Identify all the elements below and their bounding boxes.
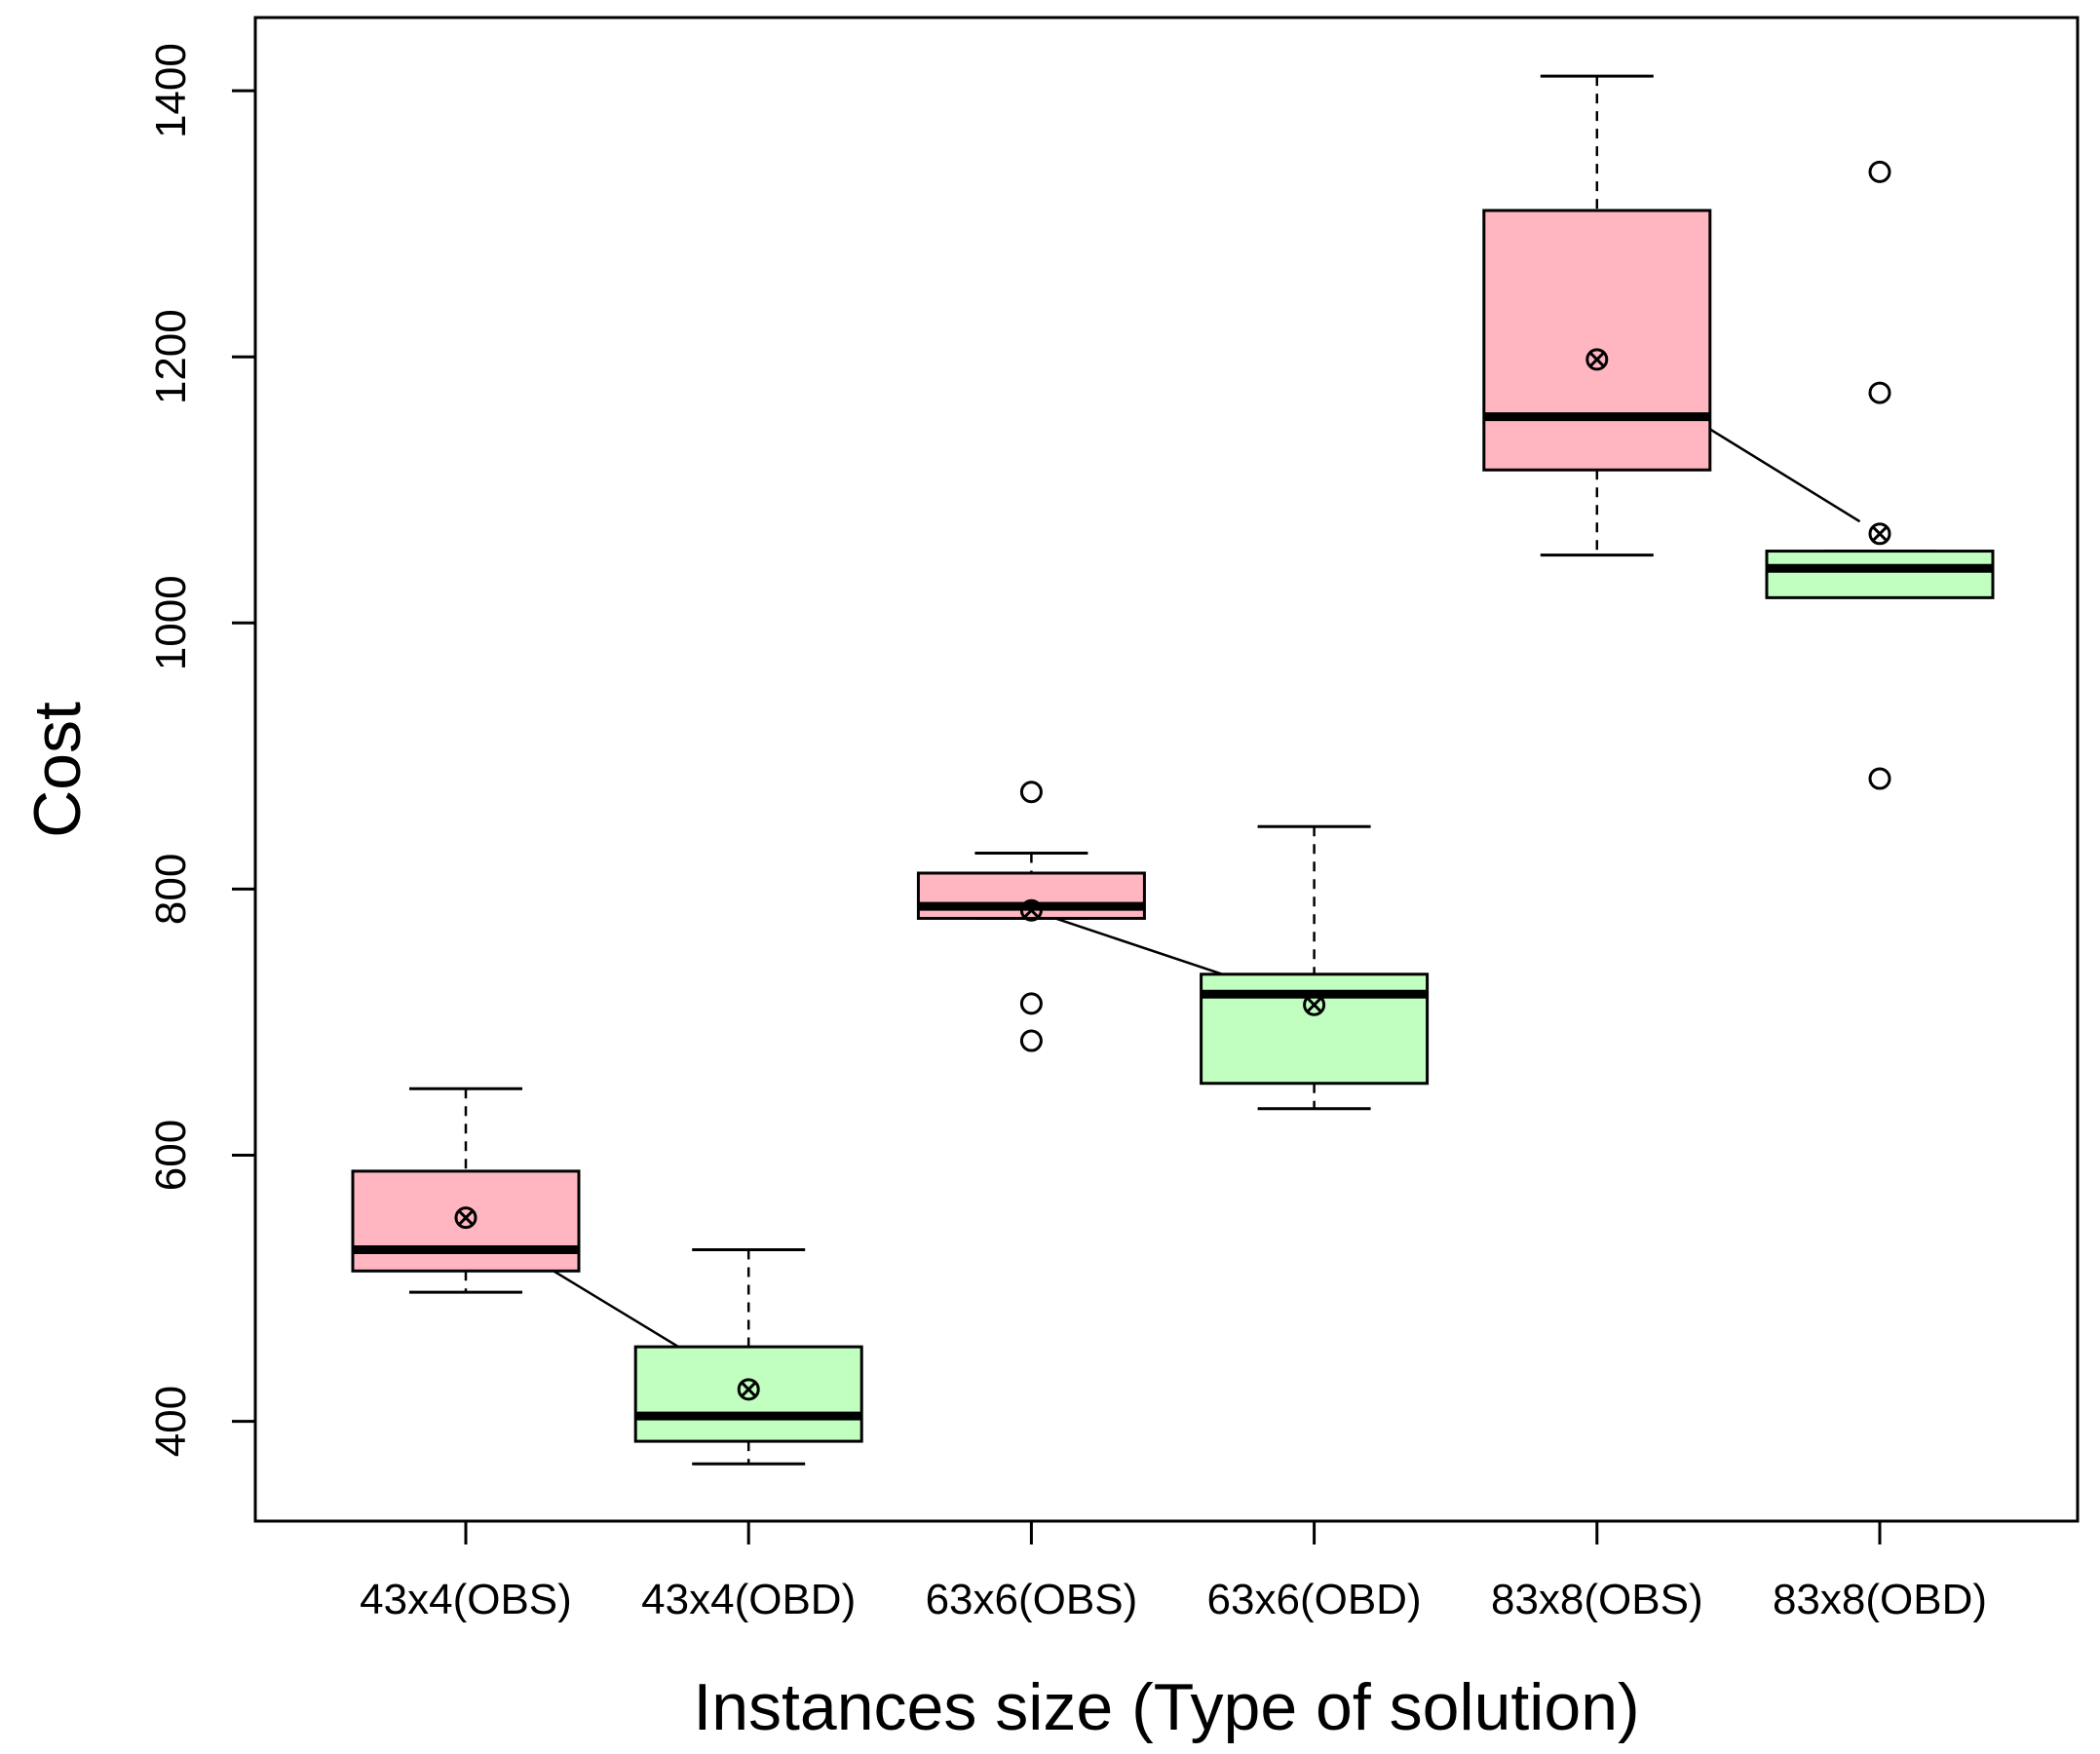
box-group xyxy=(633,1247,863,1466)
mean-marker-circle xyxy=(454,1206,477,1230)
y-axis-label: Cost xyxy=(20,702,95,838)
box-group xyxy=(1765,160,1995,790)
outlier-point xyxy=(1868,160,1891,183)
x-tick-label: 63x6(OBD) xyxy=(1207,1576,1422,1623)
mean-marker-circle xyxy=(1585,348,1609,371)
mean-marker-circle xyxy=(1019,898,1043,922)
y-tick-label: 600 xyxy=(147,1120,195,1191)
x-tick-label: 83x8(OBD) xyxy=(1773,1576,1987,1623)
mean-marker-circle xyxy=(737,1378,760,1401)
box-group xyxy=(916,781,1146,1052)
box-group xyxy=(1482,74,1712,557)
x-tick-label: 43x4(OBS) xyxy=(360,1576,572,1623)
outlier-point xyxy=(1019,781,1043,804)
mean-marker-cross xyxy=(1871,525,1889,542)
y-tick-label: 1000 xyxy=(147,575,195,670)
x-tick-label: 83x8(OBS) xyxy=(1491,1576,1703,1623)
plot-frame xyxy=(253,16,2080,1523)
outlier-point xyxy=(1868,381,1891,404)
y-tick-label: 1400 xyxy=(147,43,195,138)
box-group xyxy=(1200,824,1430,1111)
box-iqr xyxy=(1765,550,1995,599)
outlier-point xyxy=(1868,767,1891,790)
box-group xyxy=(351,1087,581,1294)
y-axis: 400 600 800 1000 1200 1400 xyxy=(147,43,257,1457)
x-axis-label: Instances size (Type of solution) xyxy=(693,1670,1639,1744)
mean-marker-cross xyxy=(1023,902,1040,919)
outlier-point xyxy=(1019,992,1043,1015)
mean-marker-cross xyxy=(741,1381,757,1397)
mean-marker-circle xyxy=(1303,993,1326,1016)
y-tick-label: 1200 xyxy=(147,309,195,404)
mean-marker-cross xyxy=(1588,351,1605,367)
y-tick-label: 400 xyxy=(147,1386,195,1457)
box-iqr xyxy=(351,1169,581,1273)
outlier-point xyxy=(1019,1029,1043,1052)
mean-marker-cross xyxy=(1306,997,1322,1013)
box-iqr xyxy=(1482,209,1712,472)
box-iqr xyxy=(633,1345,863,1443)
mean-marker-cross xyxy=(457,1209,475,1226)
mean-marker-circle xyxy=(1868,522,1891,546)
boxes-layer xyxy=(351,74,1995,1466)
x-tick-label: 63x6(OBS) xyxy=(926,1576,1138,1623)
x-tick-label: 43x4(OBD) xyxy=(641,1576,856,1623)
y-tick-label: 800 xyxy=(147,854,195,925)
x-axis: 43x4(OBS) 43x4(OBD) 63x6(OBS) 63x6(OBD) 83x8… xyxy=(360,1519,1987,1623)
